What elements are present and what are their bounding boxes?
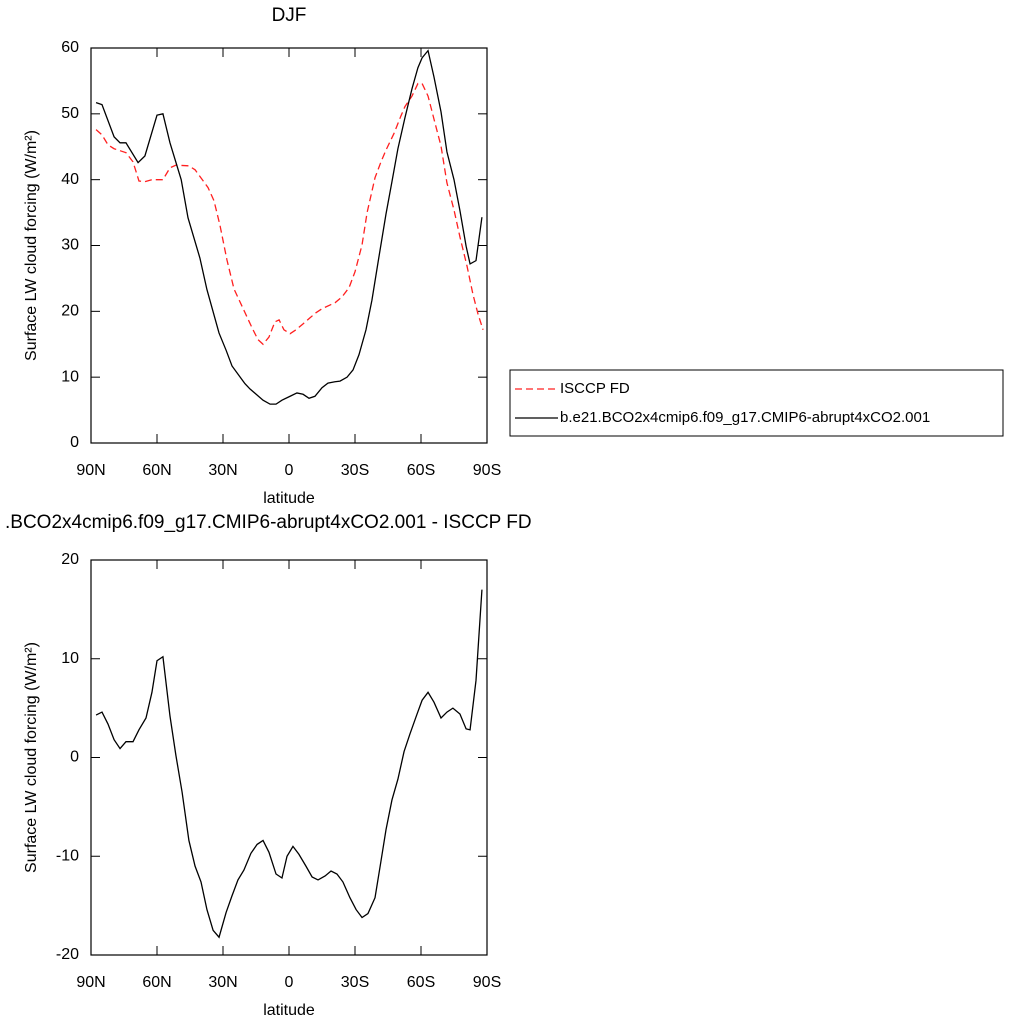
y-tick-label: 10 [61,650,79,667]
x-tick-label: 30N [208,974,237,991]
x-tick-label: 30S [341,974,369,991]
chart-title: .BCO2x4cmip6.f09_g17.CMIP6-abrupt4xCO2.0… [5,512,532,533]
y-tick-label: 60 [61,39,79,56]
legend-label: b.e21.BCO2x4cmip6.f09_g17.CMIP6-abrupt4x… [560,409,930,426]
x-tick-label: 90N [76,974,105,991]
y-axis-label: Surface LW cloud forcing (W/m²) [23,130,40,361]
y-tick-label: -20 [56,946,79,963]
plot-frame [90,47,488,444]
x-tick-label: 0 [285,462,294,479]
x-tick-label: 90N [76,462,105,479]
x-tick-label: 60N [142,462,171,479]
y-tick-label: 20 [61,551,79,568]
y-axis-label: Surface LW cloud forcing (W/m²) [23,642,40,873]
x-axis-label: latitude [263,1002,315,1019]
y-tick-label: 10 [61,368,79,385]
x-tick-label: 30N [208,462,237,479]
data-line [95,82,484,346]
y-tick-label: 0 [70,749,79,766]
y-tick-label: 0 [70,434,79,451]
legend-box [509,369,1004,437]
y-tick-label: 30 [61,237,79,254]
x-tick-label: 0 [285,974,294,991]
y-tick-label: 40 [61,171,79,188]
x-tick-label: 30S [341,462,369,479]
x-tick-label: 90S [473,974,501,991]
plot-frame [90,559,488,956]
x-tick-label: 90S [473,462,501,479]
chart-title: DJF [272,5,307,26]
x-axis-label: latitude [263,490,315,507]
legend-label: ISCCP FD [560,380,630,397]
x-tick-label: 60N [142,974,171,991]
x-tick-label: 60S [407,974,435,991]
data-line [95,49,483,405]
y-tick-label: 50 [61,105,79,122]
y-tick-label: 20 [61,303,79,320]
y-tick-label: -10 [56,847,79,864]
data-line [95,589,483,939]
x-tick-label: 60S [407,462,435,479]
